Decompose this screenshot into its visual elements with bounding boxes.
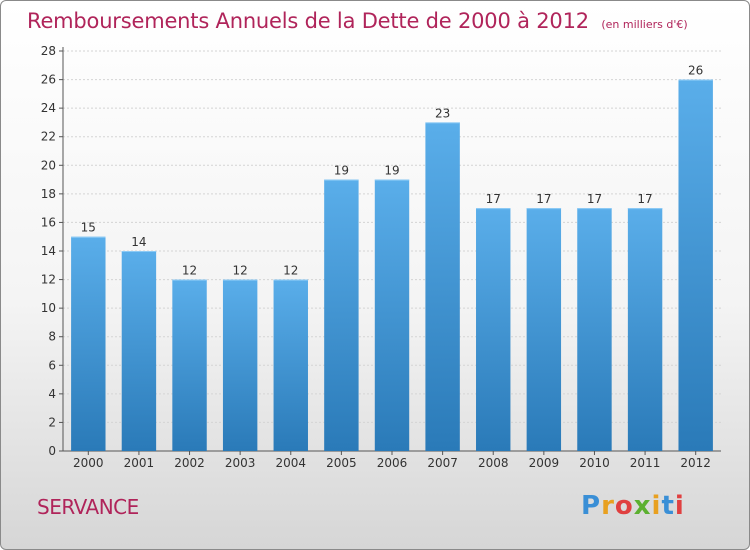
y-tick-label: 2 <box>48 415 56 429</box>
y-tick-label: 28 <box>41 44 56 58</box>
bar <box>627 208 663 451</box>
x-tick-label: 2002 <box>174 456 205 470</box>
bars <box>71 79 713 452</box>
data-label: 19 <box>384 164 399 178</box>
chart-title: Remboursements Annuels de la Dette de 20… <box>27 9 589 33</box>
title-row: Remboursements Annuels de la Dette de 20… <box>27 9 688 33</box>
y-tick-label: 8 <box>48 330 56 344</box>
y-tick-label: 26 <box>41 73 56 87</box>
x-tick-label: 2012 <box>680 456 711 470</box>
x-tick-label: 2010 <box>579 456 610 470</box>
bar <box>374 179 410 452</box>
labels: 15 2000 14 2001 12 2002 12 2003 12 2004 19 2005 19 20… <box>73 64 711 470</box>
bar <box>678 79 713 452</box>
bar <box>222 279 258 451</box>
y-tick-label: 22 <box>41 130 56 144</box>
bar <box>476 208 511 451</box>
x-tick-label: 2008 <box>478 456 509 470</box>
bar <box>425 122 460 451</box>
data-label: 12 <box>283 264 298 278</box>
data-label: 17 <box>486 192 501 206</box>
chart-unit: (en milliers d'€) <box>601 18 688 31</box>
bar <box>273 279 308 451</box>
y-tick-label: 12 <box>41 273 56 287</box>
data-label: 26 <box>688 64 703 78</box>
x-tick-label: 2001 <box>124 456 155 470</box>
data-label: 12 <box>182 264 197 278</box>
bar <box>71 236 106 451</box>
data-label: 15 <box>81 221 96 235</box>
y-tick-label: 24 <box>41 101 56 115</box>
y-tick-label: 6 <box>48 358 56 372</box>
bar <box>577 208 612 451</box>
bar <box>526 208 562 451</box>
data-label: 23 <box>435 106 450 120</box>
y-tick-label: 0 <box>48 444 56 458</box>
data-label: 12 <box>233 264 248 278</box>
bar <box>172 279 207 451</box>
y-tick-label: 20 <box>41 158 56 172</box>
x-tick-label: 2004 <box>275 456 306 470</box>
y-tick-label: 18 <box>41 187 56 201</box>
data-label: 17 <box>587 192 602 206</box>
y-tick-label: 14 <box>41 244 56 258</box>
bar <box>324 179 359 452</box>
x-tick-label: 2007 <box>427 456 458 470</box>
x-tick-label: 2011 <box>630 456 661 470</box>
place-name: SERVANCE <box>37 495 139 519</box>
x-tick-label: 2006 <box>377 456 408 470</box>
x-tick-label: 2005 <box>326 456 357 470</box>
data-label: 17 <box>637 192 652 206</box>
x-tick-label: 2000 <box>73 456 104 470</box>
y-tick-label: 16 <box>41 215 56 229</box>
x-tick-label: 2003 <box>225 456 256 470</box>
data-label: 19 <box>334 164 349 178</box>
y-tick-label: 4 <box>48 387 56 401</box>
x-tick-label: 2009 <box>529 456 560 470</box>
data-label: 14 <box>131 235 146 249</box>
bar <box>121 251 157 451</box>
data-label: 17 <box>536 192 551 206</box>
y-tick-label: 10 <box>41 301 56 315</box>
proxiti-logo: Proxiti <box>581 491 685 521</box>
